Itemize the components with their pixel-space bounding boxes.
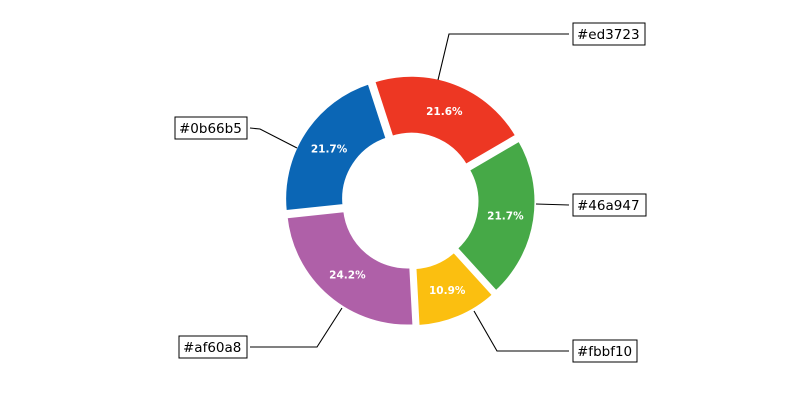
slice-percent-label: 21.7% (487, 211, 524, 223)
category-label: #46a947 (577, 198, 640, 214)
donut-slice (284, 209, 416, 328)
slice-percent-label: 10.9% (429, 285, 466, 297)
slice-percent-label: 24.2% (329, 269, 366, 281)
category-label-box (178, 335, 248, 359)
category-label-box (572, 193, 647, 217)
category-label: #fbbf10 (577, 344, 632, 360)
leader-line (437, 33, 569, 81)
category-label: #0b66b5 (179, 121, 242, 137)
donut-slice (454, 137, 538, 294)
slice-percent-label: 21.7% (311, 143, 348, 155)
donut-slice (283, 80, 390, 214)
leader-line (473, 310, 569, 352)
leader-line (535, 203, 570, 206)
category-label-box (572, 339, 638, 363)
donut-slice (413, 249, 496, 329)
category-label: #af60a8 (183, 340, 241, 356)
category-label-box (174, 116, 248, 140)
donut-slice (371, 73, 519, 168)
leader-line (250, 307, 343, 348)
slice-percent-label: 21.6% (426, 106, 463, 118)
leader-line (249, 127, 298, 149)
category-label-box (572, 22, 646, 46)
category-label: #ed3723 (577, 27, 640, 43)
